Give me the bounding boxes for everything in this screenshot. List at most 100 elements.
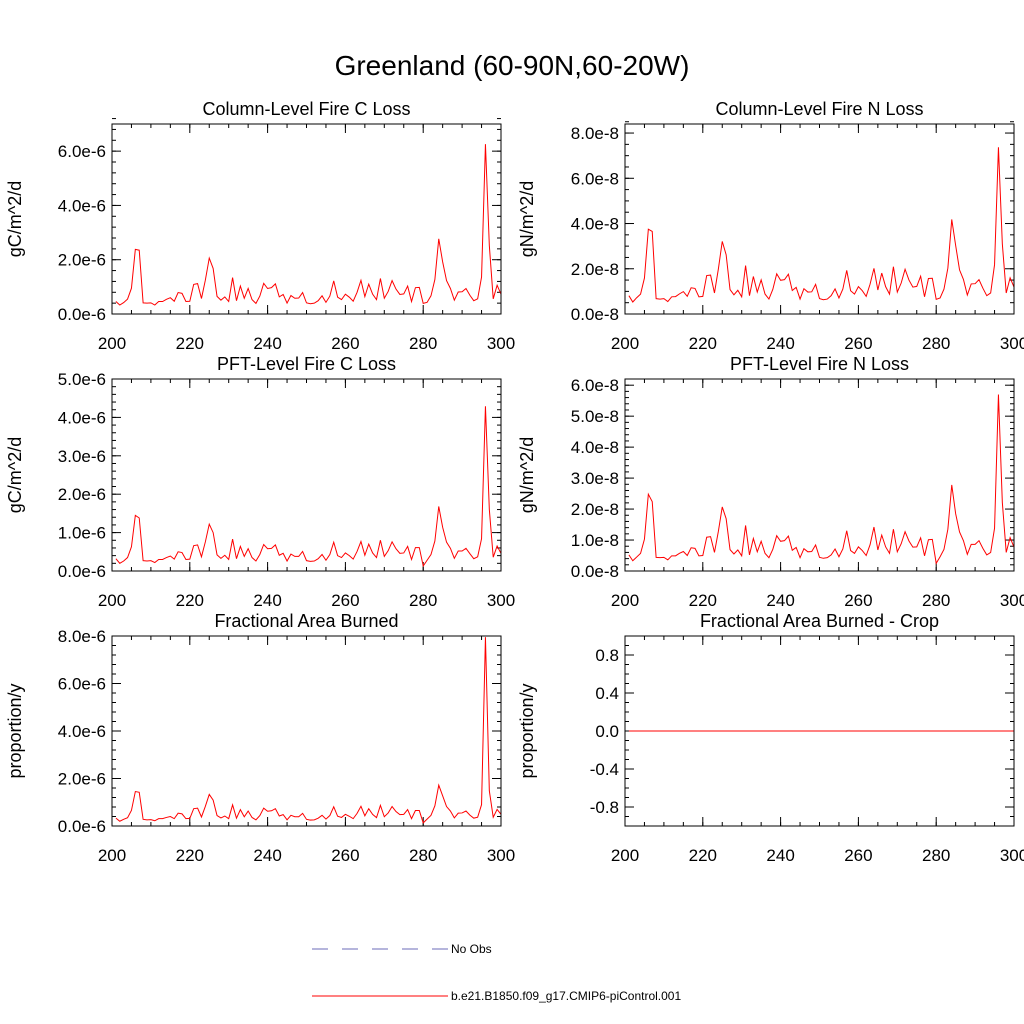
- plot-frame: [624, 378, 1015, 572]
- x-tick-label: 240: [253, 334, 281, 353]
- y-axis-label: gC/m^2/d: [5, 181, 25, 257]
- x-tick-label: 260: [844, 591, 872, 610]
- panel-title: Column-Level Fire N Loss: [715, 99, 923, 119]
- x-tick-label: 220: [176, 334, 204, 353]
- plot-frame: [111, 635, 502, 827]
- y-tick-label: 0.0: [595, 722, 619, 741]
- y-tick-label: 0.8: [595, 646, 619, 665]
- y-axis-label: gN/m^2/d: [517, 437, 537, 513]
- x-tick-label: 260: [844, 846, 872, 865]
- chart-panel-1: Column-Level Fire C Loss gC/m^2/d 200 220 24…: [5, 99, 515, 353]
- series-line: [115, 144, 502, 306]
- y-tick-label: 4.0e-6: [58, 722, 106, 741]
- y-tick-label: -0.8: [590, 798, 619, 817]
- y-tick-label: 2.0e-6: [58, 485, 106, 504]
- legend: No Obs b.e21.B1850.f09_g17.CMIP6-piContr…: [312, 942, 681, 1003]
- x-tick-label: 240: [766, 591, 794, 610]
- x-tick-label: 200: [611, 334, 639, 353]
- y-tick-label: 2.0e-8: [571, 500, 619, 519]
- y-tick-label: 0.0e-6: [58, 562, 106, 581]
- x-tick-label: 280: [922, 334, 950, 353]
- x-tick-label: 200: [611, 846, 639, 865]
- x-tick-label: 300: [487, 334, 515, 353]
- x-tick-label: 260: [844, 334, 872, 353]
- x-tick-label: 280: [409, 591, 437, 610]
- x-tick-label: 220: [689, 846, 717, 865]
- x-tick-label: 260: [331, 591, 359, 610]
- chart-panel-6: Fractional Area Burned - Crop proportion/…: [517, 611, 1024, 865]
- series-line: [115, 637, 502, 824]
- chart-panel-3: PFT-Level Fire C Loss gC/m^2/d 200 220 240 26…: [5, 354, 515, 610]
- y-tick-label: 0.0e-6: [58, 817, 106, 836]
- series-line: [628, 394, 1015, 565]
- y-tick-label: 1.0e-6: [58, 524, 106, 543]
- y-tick-label: -0.4: [590, 760, 619, 779]
- y-tick-label: 0.4: [595, 684, 619, 703]
- y-tick-label: 6.0e-6: [58, 675, 106, 694]
- x-tick-label: 280: [409, 846, 437, 865]
- y-axis-label: proportion/y: [517, 683, 537, 778]
- plot-frame: [624, 635, 1015, 827]
- y-tick-label: 0.0e-6: [58, 305, 106, 324]
- panels: Column-Level Fire C Loss gC/m^2/d 200 220 24…: [5, 99, 1024, 865]
- x-tick-label: 300: [487, 591, 515, 610]
- y-tick-label: 6.0e-8: [571, 376, 619, 395]
- y-tick-label: 3.0e-6: [58, 447, 106, 466]
- y-tick-label: 0.0e-8: [571, 305, 619, 324]
- y-tick-label: 2.0e-8: [571, 260, 619, 279]
- y-tick-label: 3.0e-8: [571, 469, 619, 488]
- y-tick-label: 4.0e-8: [571, 215, 619, 234]
- x-tick-label: 200: [98, 334, 126, 353]
- x-tick-label: 240: [766, 846, 794, 865]
- y-tick-label: 1.0e-8: [571, 531, 619, 550]
- legend-label-series: b.e21.B1850.f09_g17.CMIP6-piControl.001: [451, 989, 681, 1003]
- panel-title: Column-Level Fire C Loss: [202, 99, 410, 119]
- y-axis-label: proportion/y: [5, 683, 25, 778]
- y-axis-label: gN/m^2/d: [517, 181, 537, 257]
- page-title: Greenland (60-90N,60-20W): [334, 50, 690, 81]
- y-tick-label: 0.0e-8: [571, 562, 619, 581]
- x-tick-label: 200: [98, 846, 126, 865]
- chart-panel-4: PFT-Level Fire N Loss gN/m^2/d 200 220 240 26…: [517, 354, 1024, 610]
- y-tick-label: 2.0e-6: [58, 770, 106, 789]
- y-tick-label: 6.0e-6: [58, 142, 106, 161]
- y-tick-label: 5.0e-8: [571, 407, 619, 426]
- x-tick-label: 240: [253, 846, 281, 865]
- x-tick-label: 280: [922, 591, 950, 610]
- x-tick-label: 200: [98, 591, 126, 610]
- series-line: [115, 406, 502, 568]
- x-tick-label: 280: [922, 846, 950, 865]
- x-tick-label: 300: [1000, 591, 1024, 610]
- x-tick-label: 220: [176, 846, 204, 865]
- x-tick-label: 220: [689, 591, 717, 610]
- y-tick-label: 6.0e-8: [571, 169, 619, 188]
- panel-title: Fractional Area Burned - Crop: [700, 611, 939, 631]
- series-line: [628, 147, 1015, 303]
- y-tick-label: 4.0e-8: [571, 438, 619, 457]
- y-tick-label: 2.0e-6: [58, 251, 106, 270]
- x-tick-label: 240: [253, 591, 281, 610]
- plot-frame: [111, 378, 502, 572]
- x-tick-label: 300: [1000, 334, 1024, 353]
- x-tick-label: 300: [1000, 846, 1024, 865]
- y-tick-label: 4.0e-6: [58, 196, 106, 215]
- x-tick-label: 260: [331, 846, 359, 865]
- chart-panel-2: Column-Level Fire N Loss gN/m^2/d 200 220 24…: [517, 99, 1024, 353]
- y-tick-label: 8.0e-8: [571, 124, 619, 143]
- plot-frame: [111, 123, 502, 315]
- chart-panel-5: Fractional Area Burned proportion/y 200 220…: [5, 611, 515, 865]
- x-tick-label: 240: [766, 334, 794, 353]
- y-tick-label: 5.0e-6: [58, 370, 106, 389]
- panel-title: Fractional Area Burned: [214, 611, 398, 631]
- y-tick-label: 4.0e-6: [58, 408, 106, 427]
- x-tick-label: 220: [689, 334, 717, 353]
- panel-title: PFT-Level Fire C Loss: [217, 354, 396, 374]
- y-axis-label: gC/m^2/d: [5, 437, 25, 513]
- x-tick-label: 200: [611, 591, 639, 610]
- plot-frame: [624, 123, 1015, 315]
- x-tick-label: 220: [176, 591, 204, 610]
- legend-label-no-obs: No Obs: [451, 942, 492, 956]
- panel-title: PFT-Level Fire N Loss: [730, 354, 909, 374]
- x-tick-label: 300: [487, 846, 515, 865]
- x-tick-label: 280: [409, 334, 437, 353]
